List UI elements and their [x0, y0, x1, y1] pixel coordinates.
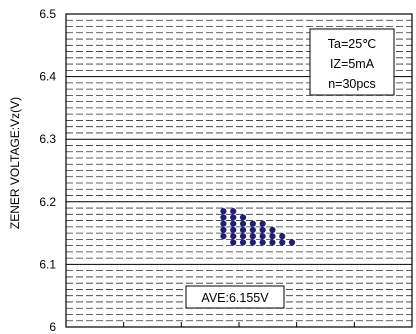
- data-point: [220, 220, 227, 227]
- data-point: [269, 226, 276, 234]
- plot-frame: [65, 13, 413, 328]
- condition-temperature: Ta=25℃: [328, 37, 376, 51]
- data-point: [239, 239, 247, 246]
- y-tick-label: 6.4: [39, 70, 56, 84]
- average-label: AVE:6.155V: [201, 291, 269, 305]
- average-box: AVE:6.155V: [185, 285, 285, 309]
- data-point: [220, 214, 227, 221]
- data-point: [249, 239, 256, 246]
- data-point: [239, 214, 247, 221]
- conditions-box: Ta=25℃ IZ=5mA n=30pcs: [309, 28, 395, 96]
- data-point: [220, 226, 227, 234]
- data-point: [239, 220, 247, 227]
- data-point: [279, 233, 286, 240]
- y-axis-label: ZENER VOLTAGE:Vz(V): [8, 97, 22, 229]
- data-point: [288, 239, 296, 246]
- data-point: [230, 214, 237, 221]
- data-point: [230, 226, 237, 234]
- data-point: [220, 233, 227, 240]
- data-point: [249, 233, 256, 240]
- data-point: [239, 226, 247, 234]
- y-tick-label: 6.5: [39, 7, 56, 21]
- data-point: [279, 239, 286, 246]
- y-tick-label: 6: [49, 320, 56, 334]
- data-point: [230, 220, 237, 227]
- y-tick-labels: 6 6.1 6.2 6.3 6.4 6.5: [39, 7, 56, 334]
- y-tick-label: 6.3: [39, 132, 56, 146]
- data-point: [259, 226, 266, 234]
- data-point: [220, 208, 227, 215]
- data-point: [249, 226, 256, 234]
- y-tick-label: 6.1: [39, 257, 56, 271]
- data-point: [269, 239, 276, 246]
- data-point: [269, 233, 276, 240]
- condition-sample-count: n=30pcs: [328, 77, 376, 91]
- data-point: [239, 233, 247, 240]
- data-point: [259, 239, 266, 246]
- grid-lines: [66, 19, 412, 322]
- data-point: [230, 239, 237, 246]
- data-point: [259, 233, 266, 240]
- condition-current: IZ=5mA: [330, 57, 375, 71]
- data-point: [249, 220, 256, 227]
- data-point: [230, 208, 237, 215]
- data-point: [230, 233, 237, 240]
- y-tick-label: 6.2: [39, 195, 56, 209]
- data-points: [220, 208, 296, 246]
- data-point: [259, 220, 266, 227]
